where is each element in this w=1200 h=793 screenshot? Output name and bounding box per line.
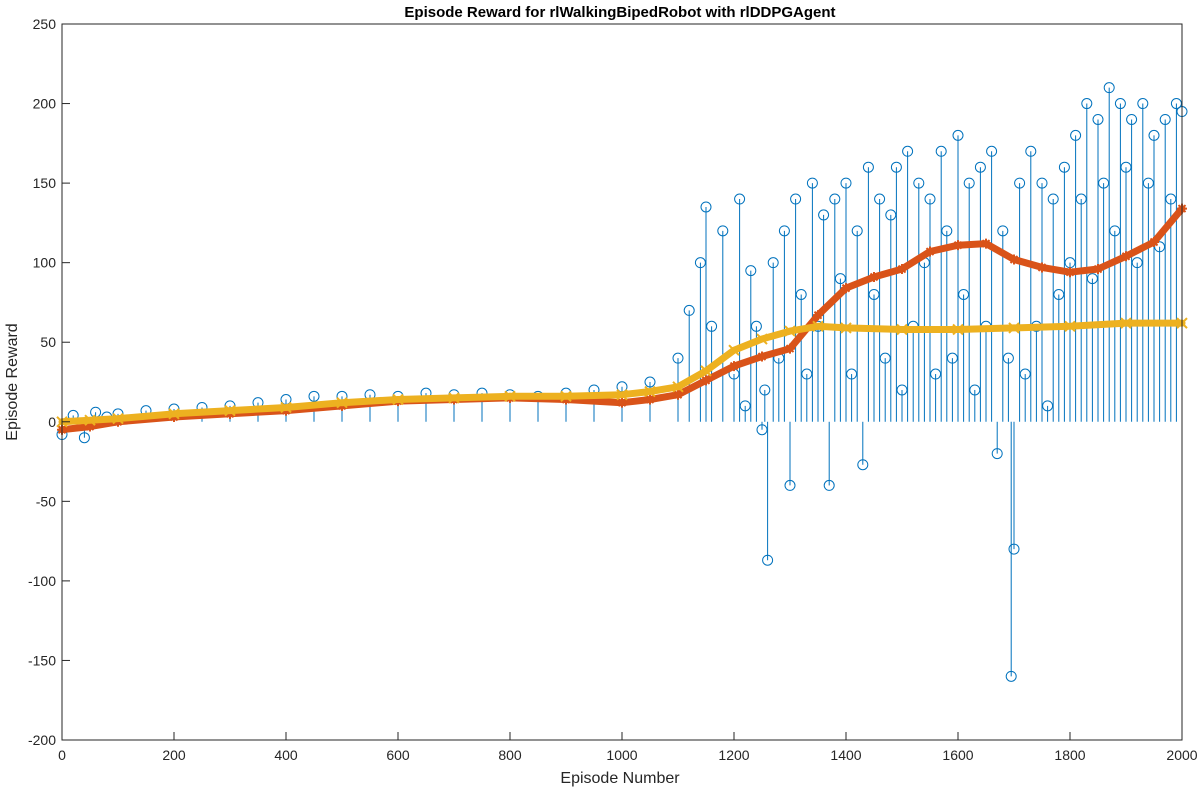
- x-tick-label: 800: [498, 747, 522, 763]
- y-tick-label: -50: [36, 493, 56, 509]
- x-tick-label: 200: [162, 747, 186, 763]
- x-tick-label: 1800: [1054, 747, 1085, 763]
- series-marker: [813, 310, 823, 320]
- x-axis-label: Episode Number: [560, 770, 680, 787]
- series-marker: [1009, 254, 1019, 264]
- x-tick-label: 1200: [718, 747, 749, 763]
- y-tick-label: 100: [33, 255, 57, 271]
- series-marker: [1149, 237, 1159, 247]
- series-marker: [1037, 262, 1047, 272]
- y-tick-label: -150: [28, 652, 56, 668]
- episode-reward-chart: Episode Reward for rlWalkingBipedRobot w…: [0, 0, 1200, 793]
- y-axis-ticks: -200 -150 -100 -50 0 50 100 150 200 250: [28, 16, 70, 748]
- x-tick-label: 1400: [830, 747, 861, 763]
- series-marker: [1121, 251, 1131, 261]
- series-marker: [981, 239, 991, 249]
- series-marker: [1093, 264, 1103, 274]
- series-marker: [757, 352, 767, 362]
- series-average-reward: [57, 204, 1187, 435]
- series-marker: [869, 272, 879, 282]
- series-marker: [841, 283, 851, 293]
- y-tick-label: 0: [48, 414, 56, 430]
- x-tick-label: 600: [386, 747, 410, 763]
- x-axis-ticks: 0 200 400 600 800 1000 1200 1400 1600 1800 2000: [58, 732, 1198, 763]
- x-tick-label: 1600: [942, 747, 973, 763]
- figure: Episode Reward for rlWalkingBipedRobot w…: [0, 0, 1200, 793]
- y-tick-label: -100: [28, 573, 56, 589]
- series-marker: [1065, 267, 1075, 277]
- series-episode-reward: [57, 83, 1187, 682]
- y-tick-label: 150: [33, 175, 57, 191]
- y-tick-label: 250: [33, 16, 57, 32]
- x-tick-label: 1000: [606, 747, 637, 763]
- y-axis-label: Episode Reward: [4, 323, 21, 440]
- series-marker: [785, 344, 795, 354]
- series-marker: [897, 264, 907, 274]
- series-marker: [729, 361, 739, 371]
- y-tick-label: 200: [33, 96, 57, 112]
- y-tick-label: -200: [28, 732, 56, 748]
- x-tick-label: 2000: [1166, 747, 1197, 763]
- x-tick-label: 400: [274, 747, 298, 763]
- series-marker: [953, 240, 963, 250]
- y-tick-label: 50: [40, 334, 56, 350]
- series-layer: [57, 83, 1187, 682]
- chart-title: Episode Reward for rlWalkingBipedRobot w…: [404, 4, 835, 21]
- x-tick-label: 0: [58, 747, 66, 763]
